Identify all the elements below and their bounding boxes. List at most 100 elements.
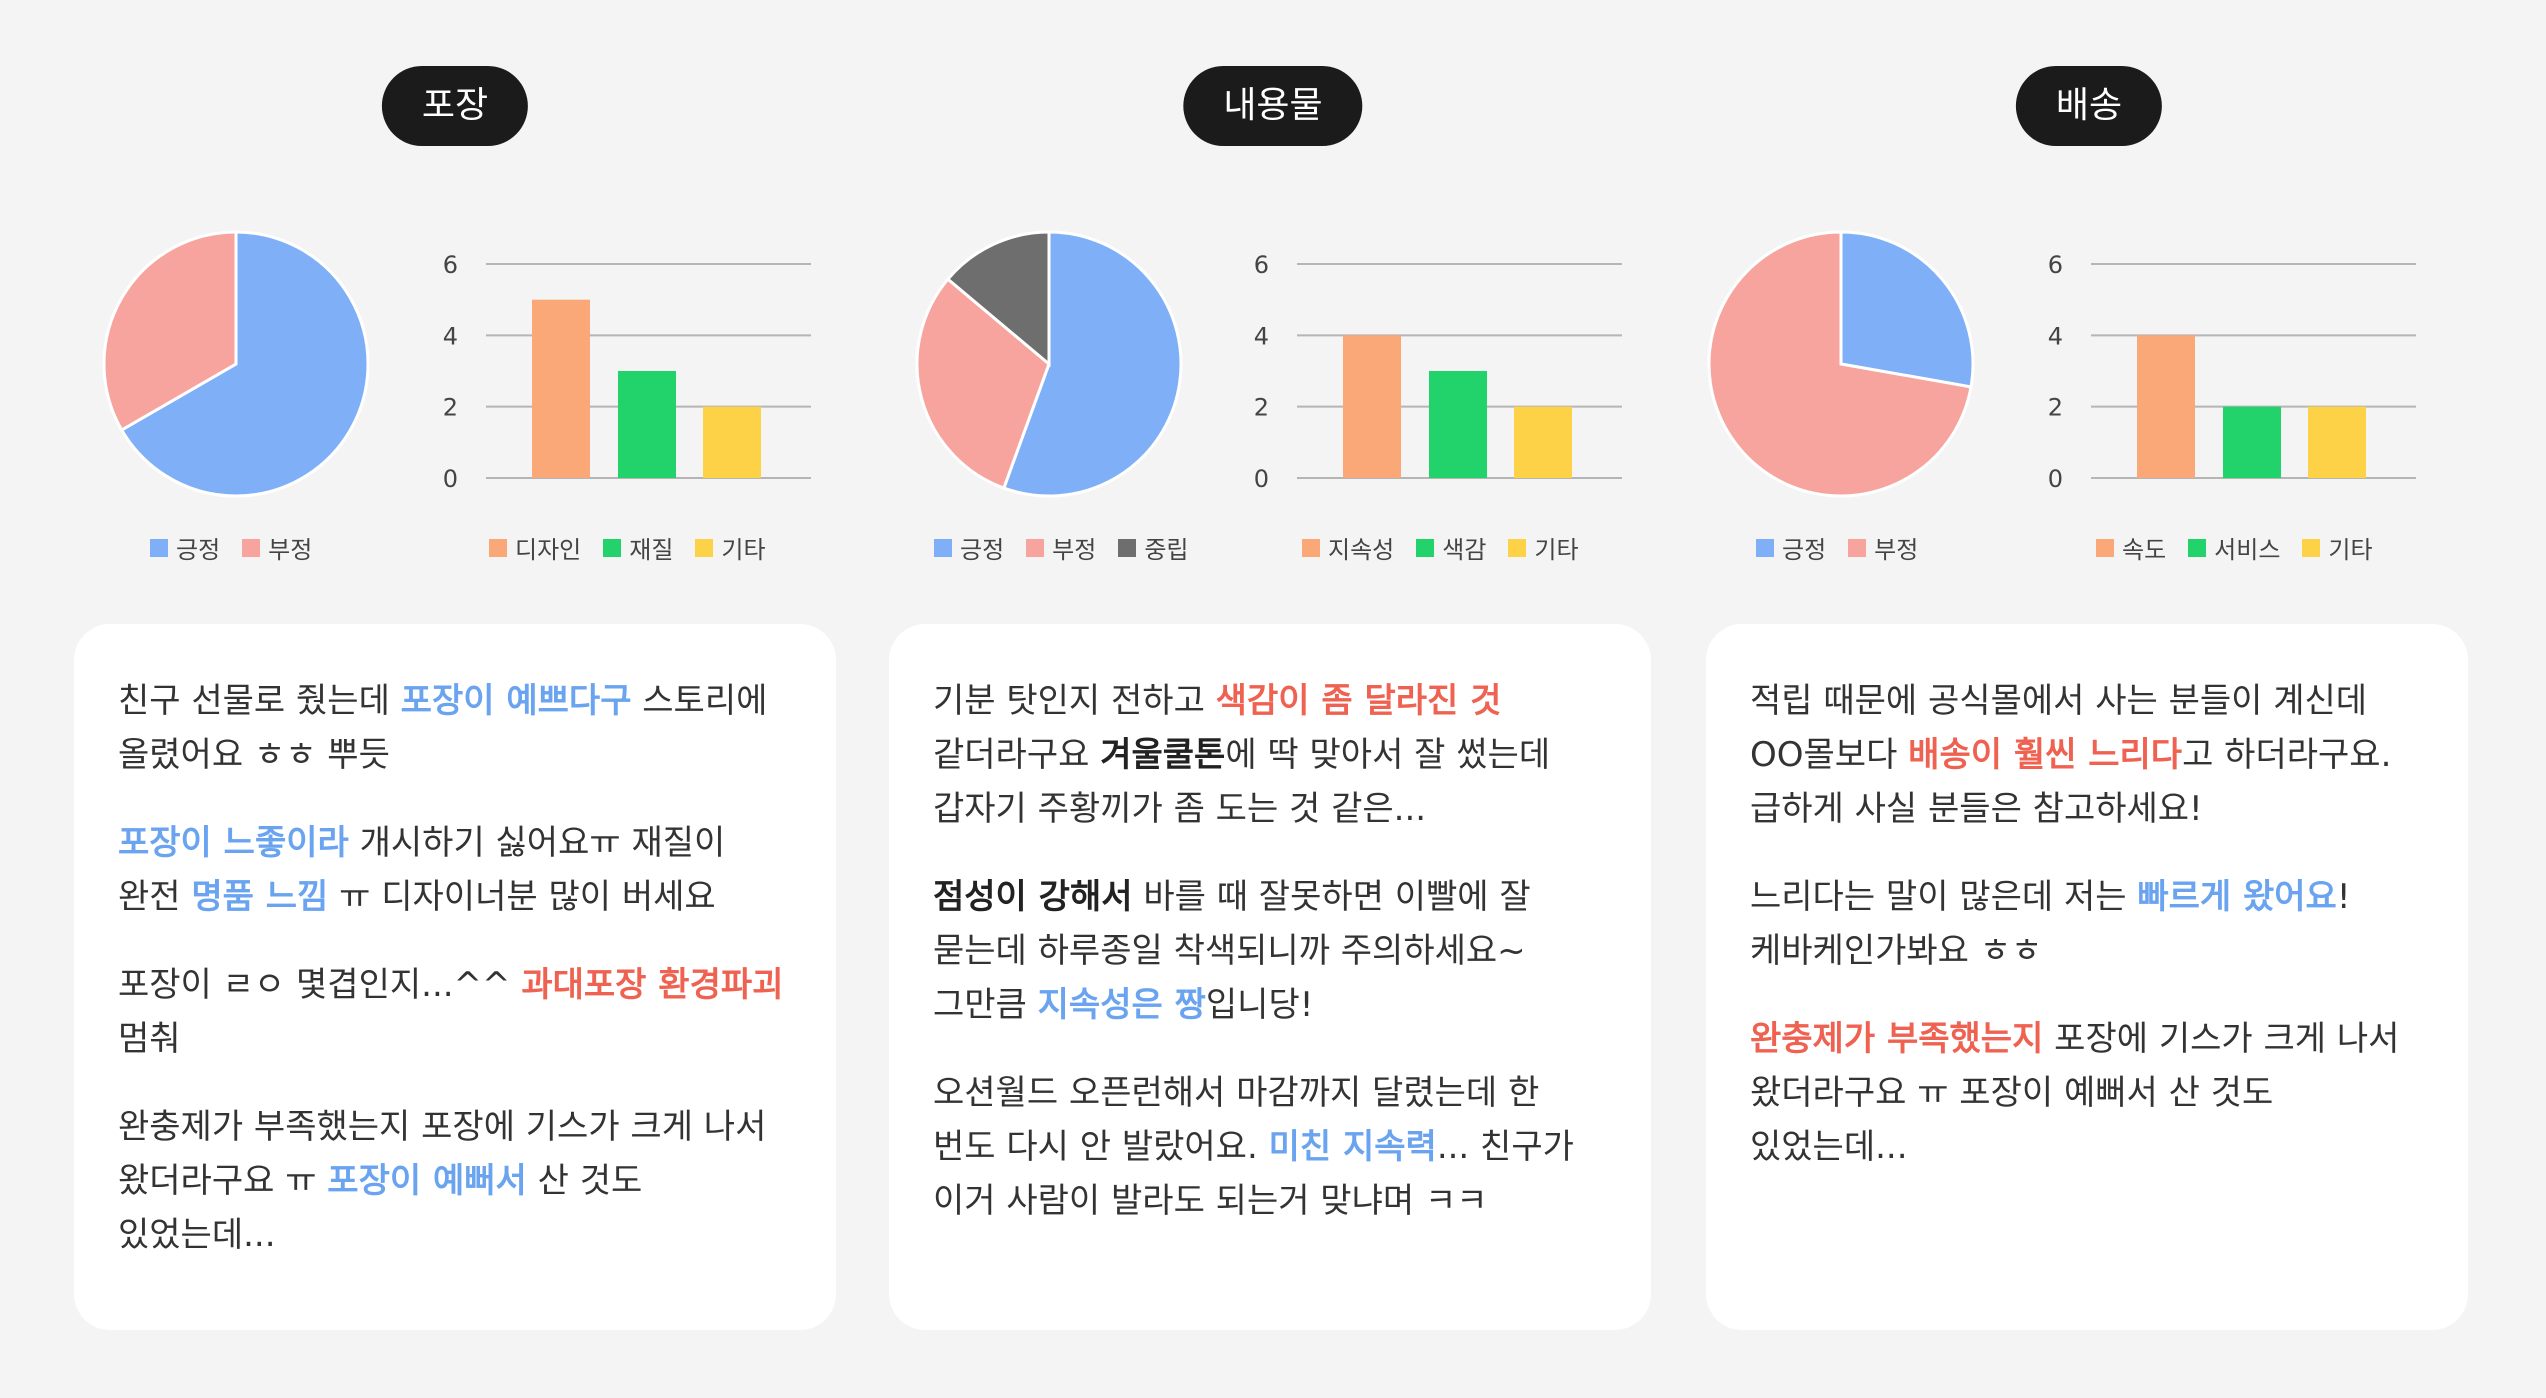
review-segment: 개시하기 싫어요ㅠ 재질이 완전 bbox=[118, 823, 726, 917]
legend-swatch bbox=[934, 538, 952, 557]
legend-swatch bbox=[1416, 538, 1435, 557]
y-tick-label: 4 bbox=[2048, 322, 2063, 350]
y-tick-label: 2 bbox=[2048, 394, 2063, 422]
legend-swatch bbox=[1026, 538, 1045, 557]
bar-legend-2: 지속성 색감 기타 bbox=[1302, 530, 1579, 565]
pie-slice-긍정 bbox=[1839, 230, 1975, 389]
review-card-2: 기분 탓인지 전하고 색감이 좀 달라진 것 같더라구요 겨울쿨톤에 딱 맞아서… bbox=[889, 624, 1651, 1330]
legend-item: 기타 bbox=[2302, 530, 2373, 565]
legend-item: 부정 bbox=[242, 530, 312, 565]
legend-label: 부정 bbox=[1052, 536, 1097, 564]
review-text: 적립 때문에 공식몰에서 사는 분들이 계신데 OO몰보다 배송이 훨씬 느리다… bbox=[1750, 674, 2424, 836]
legend-item: 기타 bbox=[1508, 530, 1579, 565]
y-tick-label: 6 bbox=[2048, 251, 2063, 279]
review-segment: 느리다는 말이 많은데 저는 bbox=[1750, 877, 2138, 917]
review-text: 완충제가 부족했는지 포장에 기스가 크게 나서 왔더라구요 ㅠ 포장이 예뻐서… bbox=[1750, 1012, 2424, 1174]
review-segment: 입니당! bbox=[1205, 985, 1314, 1025]
review-highlight: 포장이 예쁘다구 bbox=[400, 681, 632, 721]
review-segment: 고 하더라구요. 급하게 사실 분들은 참고하세요! bbox=[1750, 735, 2392, 829]
review-segment: 에 딱 맞아서 잘 썼는데 갑자기 주황끼가 좀 도는 것 같은... bbox=[933, 735, 1551, 829]
bar-재질 bbox=[618, 371, 676, 478]
pie-legend-3: 긍정 부정 bbox=[1756, 530, 1918, 565]
review-highlight: 겨울쿨톤 bbox=[1100, 735, 1226, 775]
review-segment: 포장에 기스가 크게 나서 왔더라구요 ㅠ 포장이 예뻐서 산 것도 있었는데.… bbox=[1750, 1019, 2400, 1167]
legend-item: 속도 bbox=[2096, 530, 2166, 565]
review-highlight: 완충제가 부족했는지 bbox=[1750, 1019, 2044, 1059]
pie-chart-1 bbox=[102, 230, 370, 498]
legend-swatch bbox=[1302, 538, 1320, 557]
bar-legend-1: 디자인 재질 기타 bbox=[489, 530, 766, 565]
review-segment: 오션월드 오픈런해서 마감까지 달렸는데 한 번도 다시 안 발랐어요. bbox=[933, 1073, 1540, 1167]
review-text: 포장이 ㄹㅇ 몇겹인지...^^ 과대포장 환경파괴 멈춰 bbox=[118, 958, 792, 1066]
legend-label: 디자인 bbox=[515, 536, 582, 564]
legend-label: 긍정 bbox=[1782, 536, 1827, 564]
review-highlight: 색감이 좀 달라진 것 bbox=[1215, 681, 1502, 721]
review-segment: 포장이 ㄹㅇ 몇겹인지...^^ bbox=[118, 965, 522, 1005]
review-segment: 완충제가 부족했는지 포장에 기스가 크게 나서 왔더라구요 ㅠ bbox=[118, 1107, 767, 1201]
legend-swatch bbox=[1756, 538, 1774, 557]
legend-label: 재질 bbox=[629, 536, 674, 564]
legend-item: 부정 bbox=[1848, 530, 1918, 565]
legend-swatch bbox=[242, 538, 261, 557]
review-text: 점성이 강해서 바를 때 잘못하면 이빨에 잘 묻는데 하루종일 착색되니까 주… bbox=[933, 870, 1607, 1032]
legend-swatch bbox=[2188, 538, 2207, 557]
pie-slice-부정 bbox=[1707, 230, 1973, 498]
y-tick-label: 2 bbox=[443, 394, 458, 422]
review-highlight: 배송이 훨씬 느리다 bbox=[1908, 735, 2183, 775]
legend-swatch bbox=[2302, 538, 2321, 557]
review-segment: 산 것도 있었는데... bbox=[118, 1161, 643, 1255]
review-highlight: 미친 지속력 bbox=[1268, 1127, 1437, 1167]
legend-swatch bbox=[489, 538, 507, 557]
legend-label: 기타 bbox=[721, 536, 766, 564]
section-title-1: 포장 bbox=[381, 66, 529, 146]
review-segment: 같더라구요 bbox=[933, 735, 1101, 775]
legend-label: 서비스 bbox=[2214, 536, 2281, 564]
pie-slice-긍정 bbox=[1001, 230, 1183, 498]
legend-item: 긍정 bbox=[934, 530, 1004, 565]
legend-item: 디자인 bbox=[489, 530, 581, 565]
legend-swatch bbox=[1848, 538, 1867, 557]
section-title-2: 내용물 bbox=[1183, 66, 1363, 146]
review-segment: 적립 때문에 공식몰에서 사는 분들이 계신데 OO몰보다 bbox=[1750, 681, 2368, 775]
bar-기타 bbox=[1514, 406, 1572, 478]
review-text: 포장이 느좋이라 개시하기 싫어요ㅠ 재질이 완전 명품 느낌 ㅠ 디자이너분 … bbox=[118, 816, 792, 924]
review-card-3: 적립 때문에 공식몰에서 사는 분들이 계신데 OO몰보다 배송이 훨씬 느리다… bbox=[1706, 624, 2468, 1330]
review-segment: ! 케바케인가봐요 ㅎㅎ bbox=[1750, 877, 2351, 971]
pie-slice-부정 bbox=[102, 230, 238, 433]
legend-item: 재질 bbox=[603, 530, 673, 565]
legend-swatch bbox=[695, 538, 714, 557]
y-tick-label: 6 bbox=[443, 251, 458, 279]
legend-label: 긍정 bbox=[176, 536, 221, 564]
review-text: 완충제가 부족했는지 포장에 기스가 크게 나서 왔더라구요 ㅠ 포장이 예뻐서… bbox=[118, 1100, 792, 1262]
pie-chart-2 bbox=[915, 230, 1183, 498]
bar-기타 bbox=[2308, 406, 2366, 478]
pie-chart-3 bbox=[1707, 230, 1975, 498]
legend-label: 지속성 bbox=[1328, 536, 1395, 564]
legend-swatch bbox=[150, 538, 168, 557]
review-text: 느리다는 말이 많은데 저는 빠르게 왔어요! 케바케인가봐요 ㅎㅎ bbox=[1750, 870, 2424, 978]
bar-기타 bbox=[703, 406, 761, 478]
y-tick-label: 4 bbox=[443, 322, 458, 350]
review-highlight: 지속성은 짱 bbox=[1037, 985, 1206, 1025]
legend-label: 속도 bbox=[2122, 536, 2167, 564]
y-tick-label: 4 bbox=[1254, 322, 1269, 350]
review-segment: ... 친구가 이거 사람이 발라도 되는거 맞냐며 ㅋㅋ bbox=[933, 1127, 1574, 1221]
bar-chart-3: 0 2 4 6 bbox=[2048, 251, 2416, 493]
legend-swatch bbox=[2096, 538, 2114, 557]
pie-legend-2: 긍정 부정 중립 bbox=[934, 530, 1189, 565]
review-text: 오션월드 오픈런해서 마감까지 달렸는데 한 번도 다시 안 발랐어요. 미친 … bbox=[933, 1066, 1607, 1228]
legend-label: 부정 bbox=[1874, 536, 1919, 564]
y-tick-label: 0 bbox=[2048, 465, 2063, 493]
legend-item: 지속성 bbox=[1302, 530, 1394, 565]
y-tick-label: 0 bbox=[1254, 465, 1269, 493]
review-highlight: 포장이 느좋이라 bbox=[118, 823, 349, 863]
bar-legend-3: 속도 서비스 기타 bbox=[2096, 530, 2373, 565]
y-tick-label: 2 bbox=[1254, 394, 1269, 422]
y-tick-label: 6 bbox=[1254, 251, 1269, 279]
bar-chart-1: 0 2 4 6 bbox=[443, 251, 811, 493]
section-title-3: 배송 bbox=[2015, 66, 2163, 146]
legend-swatch bbox=[603, 538, 622, 557]
bar-디자인 bbox=[532, 299, 590, 478]
legend-label: 기타 bbox=[1534, 536, 1579, 564]
review-text: 친구 선물로 줬는데 포장이 예쁘다구 스토리에 올렸어요 ㅎㅎ 뿌듯 bbox=[118, 674, 792, 782]
